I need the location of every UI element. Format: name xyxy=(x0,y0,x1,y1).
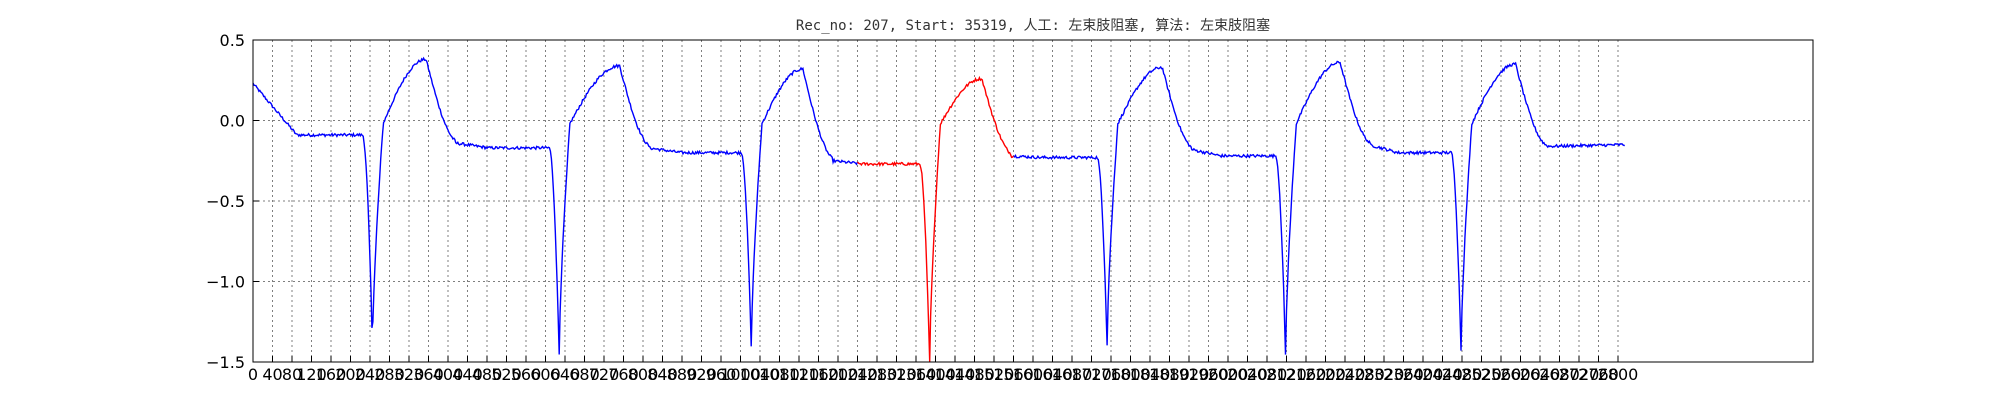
x-tick-label: 680 xyxy=(569,365,600,384)
x-tick-label: 320 xyxy=(394,365,425,384)
x-tick-label: 1440 xyxy=(935,365,976,384)
x-tick-label: 1320 xyxy=(876,365,917,384)
x-tick-label: 2800 xyxy=(1598,365,1639,384)
x-tick-label: 1640 xyxy=(1032,365,1073,384)
x-tick-label: 0 xyxy=(248,365,258,384)
x-tick-label: 2200 xyxy=(1305,365,1346,384)
y-tick-label: 0.5 xyxy=(220,31,245,50)
chart-title: Rec_no: 207, Start: 35319, 人工: 左束肢阻塞, 算法… xyxy=(796,17,1270,34)
x-tick-label: 560 xyxy=(511,365,542,384)
ecg-line-highlighted-beat xyxy=(856,75,1014,362)
x-tick-label: 1360 xyxy=(896,365,937,384)
x-tick-label: 960 xyxy=(706,365,737,384)
x-tick-label: 1520 xyxy=(974,365,1015,384)
x-tick-label: 800 xyxy=(628,365,659,384)
x-tick-label: 2360 xyxy=(1383,365,1424,384)
x-tick-label: 2120 xyxy=(1266,365,1307,384)
x-tick-label: 1880 xyxy=(1149,365,1190,384)
x-tick-label: 2440 xyxy=(1422,365,1463,384)
x-tick-label: 1720 xyxy=(1071,365,1112,384)
x-tick-label: 2720 xyxy=(1559,365,1600,384)
x-tick-label: 2560 xyxy=(1481,365,1522,384)
x-tick-label: 80 xyxy=(282,365,302,384)
x-tick-label: 2760 xyxy=(1578,365,1619,384)
x-tick-label: 240 xyxy=(355,365,386,384)
x-tick-label: 400 xyxy=(433,365,464,384)
x-tick-label: 2040 xyxy=(1227,365,1268,384)
x-tick-label: 1480 xyxy=(954,365,995,384)
x-tick-label: 1680 xyxy=(1052,365,1093,384)
x-tick-label: 1000 xyxy=(720,365,761,384)
x-tick-label: 2160 xyxy=(1286,365,1327,384)
y-tick-label: −1.0 xyxy=(206,273,245,292)
x-tick-label: 1800 xyxy=(1110,365,1151,384)
x-tick-label: 1240 xyxy=(837,365,878,384)
x-tick-label: 1600 xyxy=(1013,365,1054,384)
x-tick-label: 1560 xyxy=(993,365,1034,384)
x-tick-label: 2520 xyxy=(1461,365,1502,384)
x-tick-label: 40 xyxy=(262,365,282,384)
x-tick-label: 2680 xyxy=(1539,365,1580,384)
y-tick-label: −1.5 xyxy=(206,353,245,372)
x-tick-label: 1920 xyxy=(1169,365,1210,384)
x-tick-label: 160 xyxy=(316,365,347,384)
x-tick-label: 440 xyxy=(452,365,483,384)
x-tick-label: 1280 xyxy=(857,365,898,384)
x-tick-label: 2080 xyxy=(1247,365,1288,384)
x-tick-label: 1960 xyxy=(1188,365,1229,384)
y-tick-label: 0.0 xyxy=(220,112,245,131)
x-tick-label: 1080 xyxy=(759,365,800,384)
x-tick-label: 1400 xyxy=(915,365,956,384)
ecg-line-normal xyxy=(252,56,1625,355)
x-tick-label: 760 xyxy=(608,365,639,384)
x-tick-label: 720 xyxy=(589,365,620,384)
x-tick-label: 2320 xyxy=(1364,365,1405,384)
x-tick-label: 1760 xyxy=(1091,365,1132,384)
x-tick-label: 120 xyxy=(296,365,327,384)
x-tick-label: 1840 xyxy=(1130,365,1171,384)
x-tick-label: 480 xyxy=(472,365,503,384)
y-tick-label: −0.5 xyxy=(206,192,245,211)
x-tick-label: 880 xyxy=(667,365,698,384)
x-tick-label: 2000 xyxy=(1208,365,1249,384)
x-tick-label: 600 xyxy=(530,365,561,384)
y-axis-ticks: 0.5 0.0 −0.5 −1.0 −1.5 xyxy=(206,31,259,372)
x-tick-label: 1160 xyxy=(798,365,839,384)
x-tick-label: 280 xyxy=(374,365,405,384)
x-tick-label: 1120 xyxy=(779,365,820,384)
ecg-series xyxy=(252,56,1625,362)
x-tick-label: 2640 xyxy=(1520,365,1561,384)
x-tick-label: 1040 xyxy=(740,365,781,384)
x-tick-label: 1200 xyxy=(818,365,859,384)
x-tick-label: 520 xyxy=(491,365,522,384)
x-tick-label: 2400 xyxy=(1403,365,1444,384)
x-tick-label: 2240 xyxy=(1325,365,1366,384)
x-tick-label: 640 xyxy=(550,365,581,384)
x-tick-label: 2480 xyxy=(1442,365,1483,384)
x-tick-label: 360 xyxy=(413,365,444,384)
grid-lines xyxy=(253,40,1813,362)
x-tick-label: 200 xyxy=(335,365,366,384)
x-tick-label: 920 xyxy=(686,365,717,384)
x-tick-label: 840 xyxy=(647,365,678,384)
x-axis-ticks: 0 40 8012016020024028032036040044048052056… xyxy=(248,356,1638,384)
x-tick-label: 2280 xyxy=(1344,365,1385,384)
x-tick-label: 2600 xyxy=(1500,365,1541,384)
